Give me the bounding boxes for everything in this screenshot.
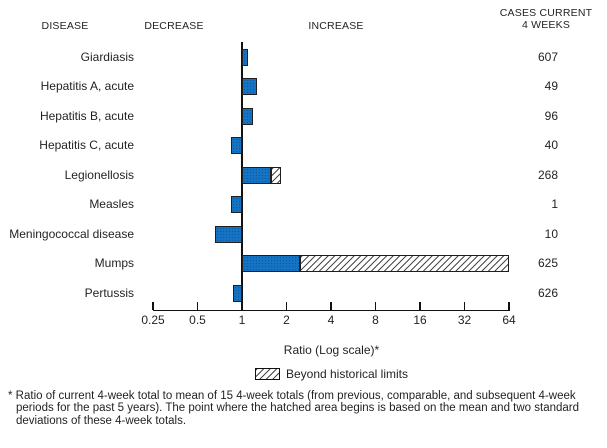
- disease-label: Mumps: [94, 256, 134, 270]
- axis-tick: [285, 301, 288, 310]
- cases-value: 49: [544, 79, 558, 93]
- disease-label: Pertussis: [84, 285, 134, 300]
- ratio-bar: [242, 255, 300, 272]
- axis-tick: [419, 301, 421, 310]
- ratio-bar: [242, 107, 254, 125]
- axis-tick: [374, 301, 377, 310]
- x-axis-line: [152, 309, 510, 311]
- cases-value: 10: [544, 226, 558, 241]
- cases-value: 607: [537, 49, 558, 64]
- legend-label: Beyond historical limits: [285, 367, 409, 381]
- axis-tick-label: 4: [327, 313, 335, 327]
- column-header-disease: DISEASE: [41, 20, 89, 32]
- ratio-bar: [242, 78, 257, 95]
- ratio-bar: [242, 166, 271, 184]
- disease-label: Measles: [89, 197, 134, 211]
- disease-label: Hepatitis B, acute: [39, 108, 134, 123]
- ratio-bar: [233, 284, 242, 302]
- axis-tick-label: 32: [457, 313, 472, 327]
- cases-value: 40: [544, 138, 558, 152]
- ratio-bar: [215, 225, 242, 243]
- axis-tick-label: 0.5: [189, 313, 206, 327]
- disease-label: Legionellosis: [64, 167, 134, 182]
- axis-tick-label: 2: [283, 313, 290, 327]
- column-header-cases: CASES CURRENT 4 WEEKS: [486, 7, 606, 31]
- ratio-bar: [230, 196, 242, 213]
- x-axis-label: Ratio (Log scale)*: [283, 343, 380, 357]
- disease-label: Giardiasis: [80, 49, 134, 64]
- ratio-bar: [230, 137, 242, 154]
- axis-tick: [463, 301, 466, 310]
- disease-label: Hepatitis C, acute: [39, 138, 134, 152]
- beyond-limits-bar: [299, 255, 509, 272]
- cases-value: 96: [544, 108, 558, 123]
- legend: Beyond historical limits: [153, 367, 510, 381]
- axis-tick: [241, 301, 243, 310]
- column-header-cases-line1: CASES CURRENT: [499, 7, 593, 19]
- disease-label: Hepatitis A, acute: [40, 79, 134, 93]
- ratio-1-baseline: [241, 42, 243, 310]
- footnote: * Ratio of current 4-week total to mean …: [8, 390, 580, 427]
- axis-tick: [508, 301, 510, 310]
- axis-tick: [330, 301, 332, 310]
- axis-tick-label: 64: [502, 313, 516, 327]
- cases-value: 1: [551, 197, 558, 211]
- axis-tick-label: 1: [238, 313, 246, 327]
- axis-tick: [196, 301, 199, 310]
- cases-value: 268: [537, 167, 558, 182]
- ratio-bar: [242, 48, 249, 66]
- axis-tick-label: 0.25: [141, 313, 165, 327]
- beyond-limits-swatch-icon: [254, 368, 280, 380]
- cases-value: 625: [537, 256, 558, 270]
- disease-label: Meningococcal disease: [9, 226, 134, 241]
- column-header-decrease: DECREASE: [144, 20, 204, 32]
- axis-tick-label: 8: [372, 313, 379, 327]
- cases-value: 626: [537, 285, 558, 300]
- axis-tick-label: 16: [413, 313, 427, 327]
- column-header-cases-line2: 4 WEEKS: [521, 19, 571, 31]
- axis-tick: [152, 301, 154, 310]
- beyond-limits-bar: [270, 166, 281, 184]
- column-header-increase: INCREASE: [308, 20, 364, 32]
